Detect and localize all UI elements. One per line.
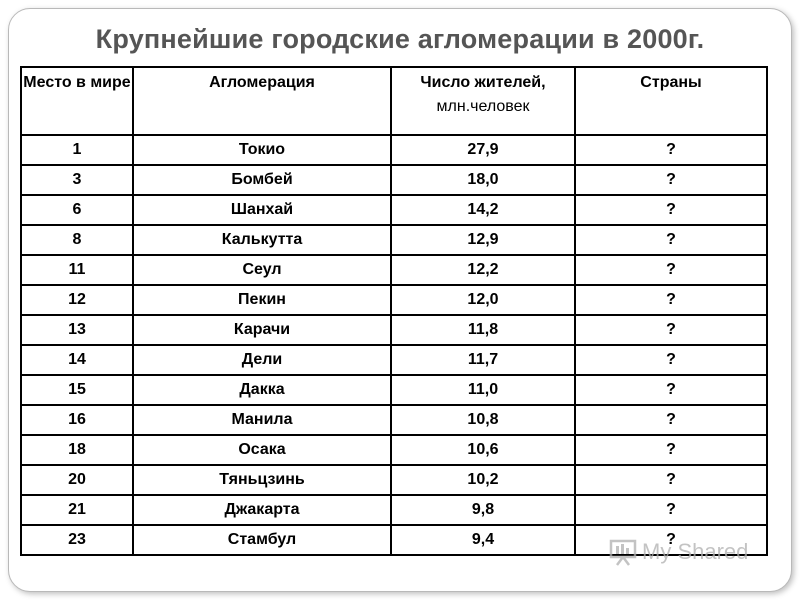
population-cell: 27,9: [390, 134, 576, 166]
city-cell: Дакка: [132, 374, 392, 406]
city-cell: Калькутта: [132, 224, 392, 256]
population-cell: 9,8: [390, 494, 576, 526]
rank-cell: 18: [20, 434, 134, 466]
table-row: 1 Токио 27,9?: [20, 134, 768, 166]
population-cell: 11,0: [390, 374, 576, 406]
city-cell: Стамбул: [132, 524, 392, 556]
city-cell: Карачи: [132, 314, 392, 346]
rank-cell: 6: [20, 194, 134, 226]
presentation-board-icon: [609, 539, 637, 566]
header-countries: Страны: [574, 66, 768, 136]
rank-cell: 11: [20, 254, 134, 286]
table-row: 8 Калькутта 12,9?: [20, 224, 768, 256]
watermark-text: My Shared: [642, 539, 749, 564]
country-cell: ?: [574, 224, 768, 256]
country-cell: ?: [574, 314, 768, 346]
country-cell: ?: [574, 284, 768, 316]
rank-cell: 14: [20, 344, 134, 376]
country-cell: ?: [574, 164, 768, 196]
population-cell: 18,0: [390, 164, 576, 196]
table-row: 15 Дакка 11,0?: [20, 374, 768, 406]
population-cell: 12,9: [390, 224, 576, 256]
population-cell: 10,6: [390, 434, 576, 466]
table-row: 18 Осака 10,6?: [20, 434, 768, 466]
city-cell: Шанхай: [132, 194, 392, 226]
table-row: 6 Шанхай 14,2?: [20, 194, 768, 226]
city-cell: Манила: [132, 404, 392, 436]
table-row: 23 Стамбул 9,4?: [20, 524, 768, 556]
country-cell: ?: [574, 254, 768, 286]
rank-cell: 20: [20, 464, 134, 496]
table-row: 12 Пекин 12,0?: [20, 284, 768, 316]
header-agglomeration: Агломерация: [132, 66, 392, 136]
rank-cell: 16: [20, 404, 134, 436]
table-row: 13 Карачи 11,8?: [20, 314, 768, 346]
rank-cell: 13: [20, 314, 134, 346]
city-cell: Бомбей: [132, 164, 392, 196]
city-cell: Токио: [132, 134, 392, 166]
population-cell: 11,8: [390, 314, 576, 346]
rank-cell: 8: [20, 224, 134, 256]
country-cell: ?: [574, 194, 768, 226]
population-cell: 12,2: [390, 254, 576, 286]
header-population-line2: млн.человек: [436, 98, 530, 115]
page-title: Крупнейшие городские агломерации в 2000г…: [95, 24, 705, 54]
rank-cell: 12: [20, 284, 134, 316]
table-row: 14 Дели 11,7?: [20, 344, 768, 376]
country-cell: ?: [574, 134, 768, 166]
table-row: 20 Тяньцзинь 10,2?: [20, 464, 768, 496]
population-cell: 12,0: [390, 284, 576, 316]
rank-cell: 15: [20, 374, 134, 406]
table-header-row: Место в мире Агломерация Число жителей, …: [20, 66, 768, 136]
country-cell: ?: [574, 404, 768, 436]
header-population: Число жителей, млн.человек: [390, 66, 576, 136]
city-cell: Осака: [132, 434, 392, 466]
table-row: 16 Манила 10,8?: [20, 404, 768, 436]
table-row: 3 Бомбей 18,0?: [20, 164, 768, 196]
population-cell: 10,8: [390, 404, 576, 436]
header-rank: Место в мире: [20, 66, 134, 136]
population-cell: 9,4: [390, 524, 576, 556]
country-cell: ?: [574, 524, 768, 556]
agglomerations-table: Место в мире Агломерация Число жителей, …: [20, 66, 768, 556]
city-cell: Джакарта: [132, 494, 392, 526]
population-cell: 10,2: [390, 464, 576, 496]
country-cell: ?: [574, 374, 768, 406]
rank-cell: 23: [20, 524, 134, 556]
country-cell: ?: [574, 434, 768, 466]
country-cell: ?: [574, 464, 768, 496]
population-cell: 11,7: [390, 344, 576, 376]
header-population-line1: Число жителей,: [420, 74, 546, 91]
watermark: My Shared: [608, 538, 748, 566]
city-cell: Дели: [132, 344, 392, 376]
population-cell: 14,2: [390, 194, 576, 226]
rank-cell: 21: [20, 494, 134, 526]
city-cell: Тяньцзинь: [132, 464, 392, 496]
country-cell: ?: [574, 344, 768, 376]
table-row: 11 Сеул 12,2?: [20, 254, 768, 286]
city-cell: Пекин: [132, 284, 392, 316]
rank-cell: 3: [20, 164, 134, 196]
country-cell: ?: [574, 494, 768, 526]
city-cell: Сеул: [132, 254, 392, 286]
table-row: 21 Джакарта 9,8?: [20, 494, 768, 526]
rank-cell: 1: [20, 134, 134, 166]
